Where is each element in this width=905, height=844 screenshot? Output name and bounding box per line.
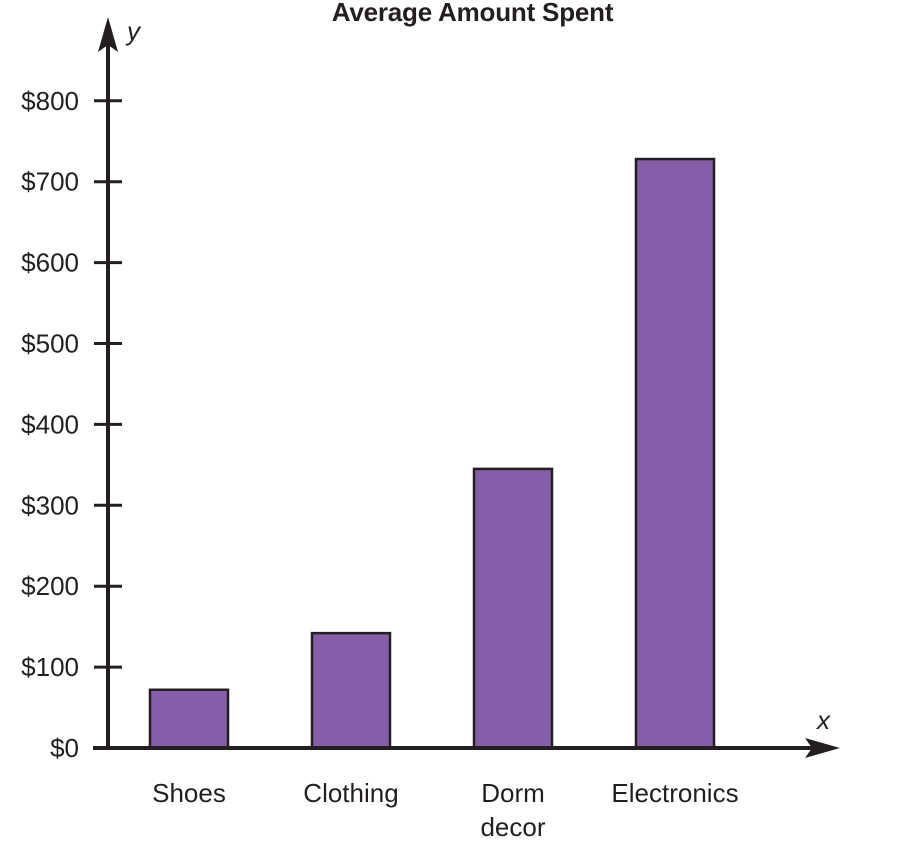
y-tick-label: $600 — [21, 248, 79, 278]
x-tick-label: Shoes — [99, 776, 279, 810]
x-tick-label-line: Shoes — [152, 778, 226, 808]
chart-title: Average Amount Spent — [331, 0, 614, 27]
y-tick-label: $700 — [21, 167, 79, 197]
x-axis-arrow — [805, 738, 840, 758]
y-tick-label: $100 — [21, 652, 79, 682]
y-tick-label: $200 — [21, 571, 79, 601]
y-axis-arrow — [98, 17, 118, 52]
x-tick-label-line: Electronics — [611, 778, 739, 808]
y-ticks-layer: $0 $100 $200 $300 $400 $500 $600 $700 $800 — [21, 86, 122, 763]
axes-layer — [93, 17, 840, 758]
bar-clothing — [310, 631, 392, 750]
x-tick-label: Clothing — [261, 776, 441, 810]
y-tick-label: $500 — [21, 329, 79, 359]
y-tick-label: $800 — [21, 86, 79, 116]
x-tick-label: Dorm decor — [423, 776, 603, 844]
x-tick-label: Electronics — [585, 776, 765, 810]
bars-layer — [148, 157, 716, 750]
y-tick-label: $0 — [50, 733, 79, 763]
bar-shoes — [148, 688, 230, 750]
x-tick-label-line: Clothing — [303, 778, 399, 808]
x-axis-label: x — [817, 705, 830, 735]
bar-dorm-decor — [472, 467, 554, 750]
y-tick-label: $400 — [21, 409, 79, 439]
bar-electronics — [634, 157, 716, 750]
y-axis-label: y — [127, 16, 140, 46]
x-tick-label-line: decor — [480, 812, 546, 842]
y-tick-label: $300 — [21, 490, 79, 520]
x-tick-label-line: Dorm — [481, 778, 545, 808]
